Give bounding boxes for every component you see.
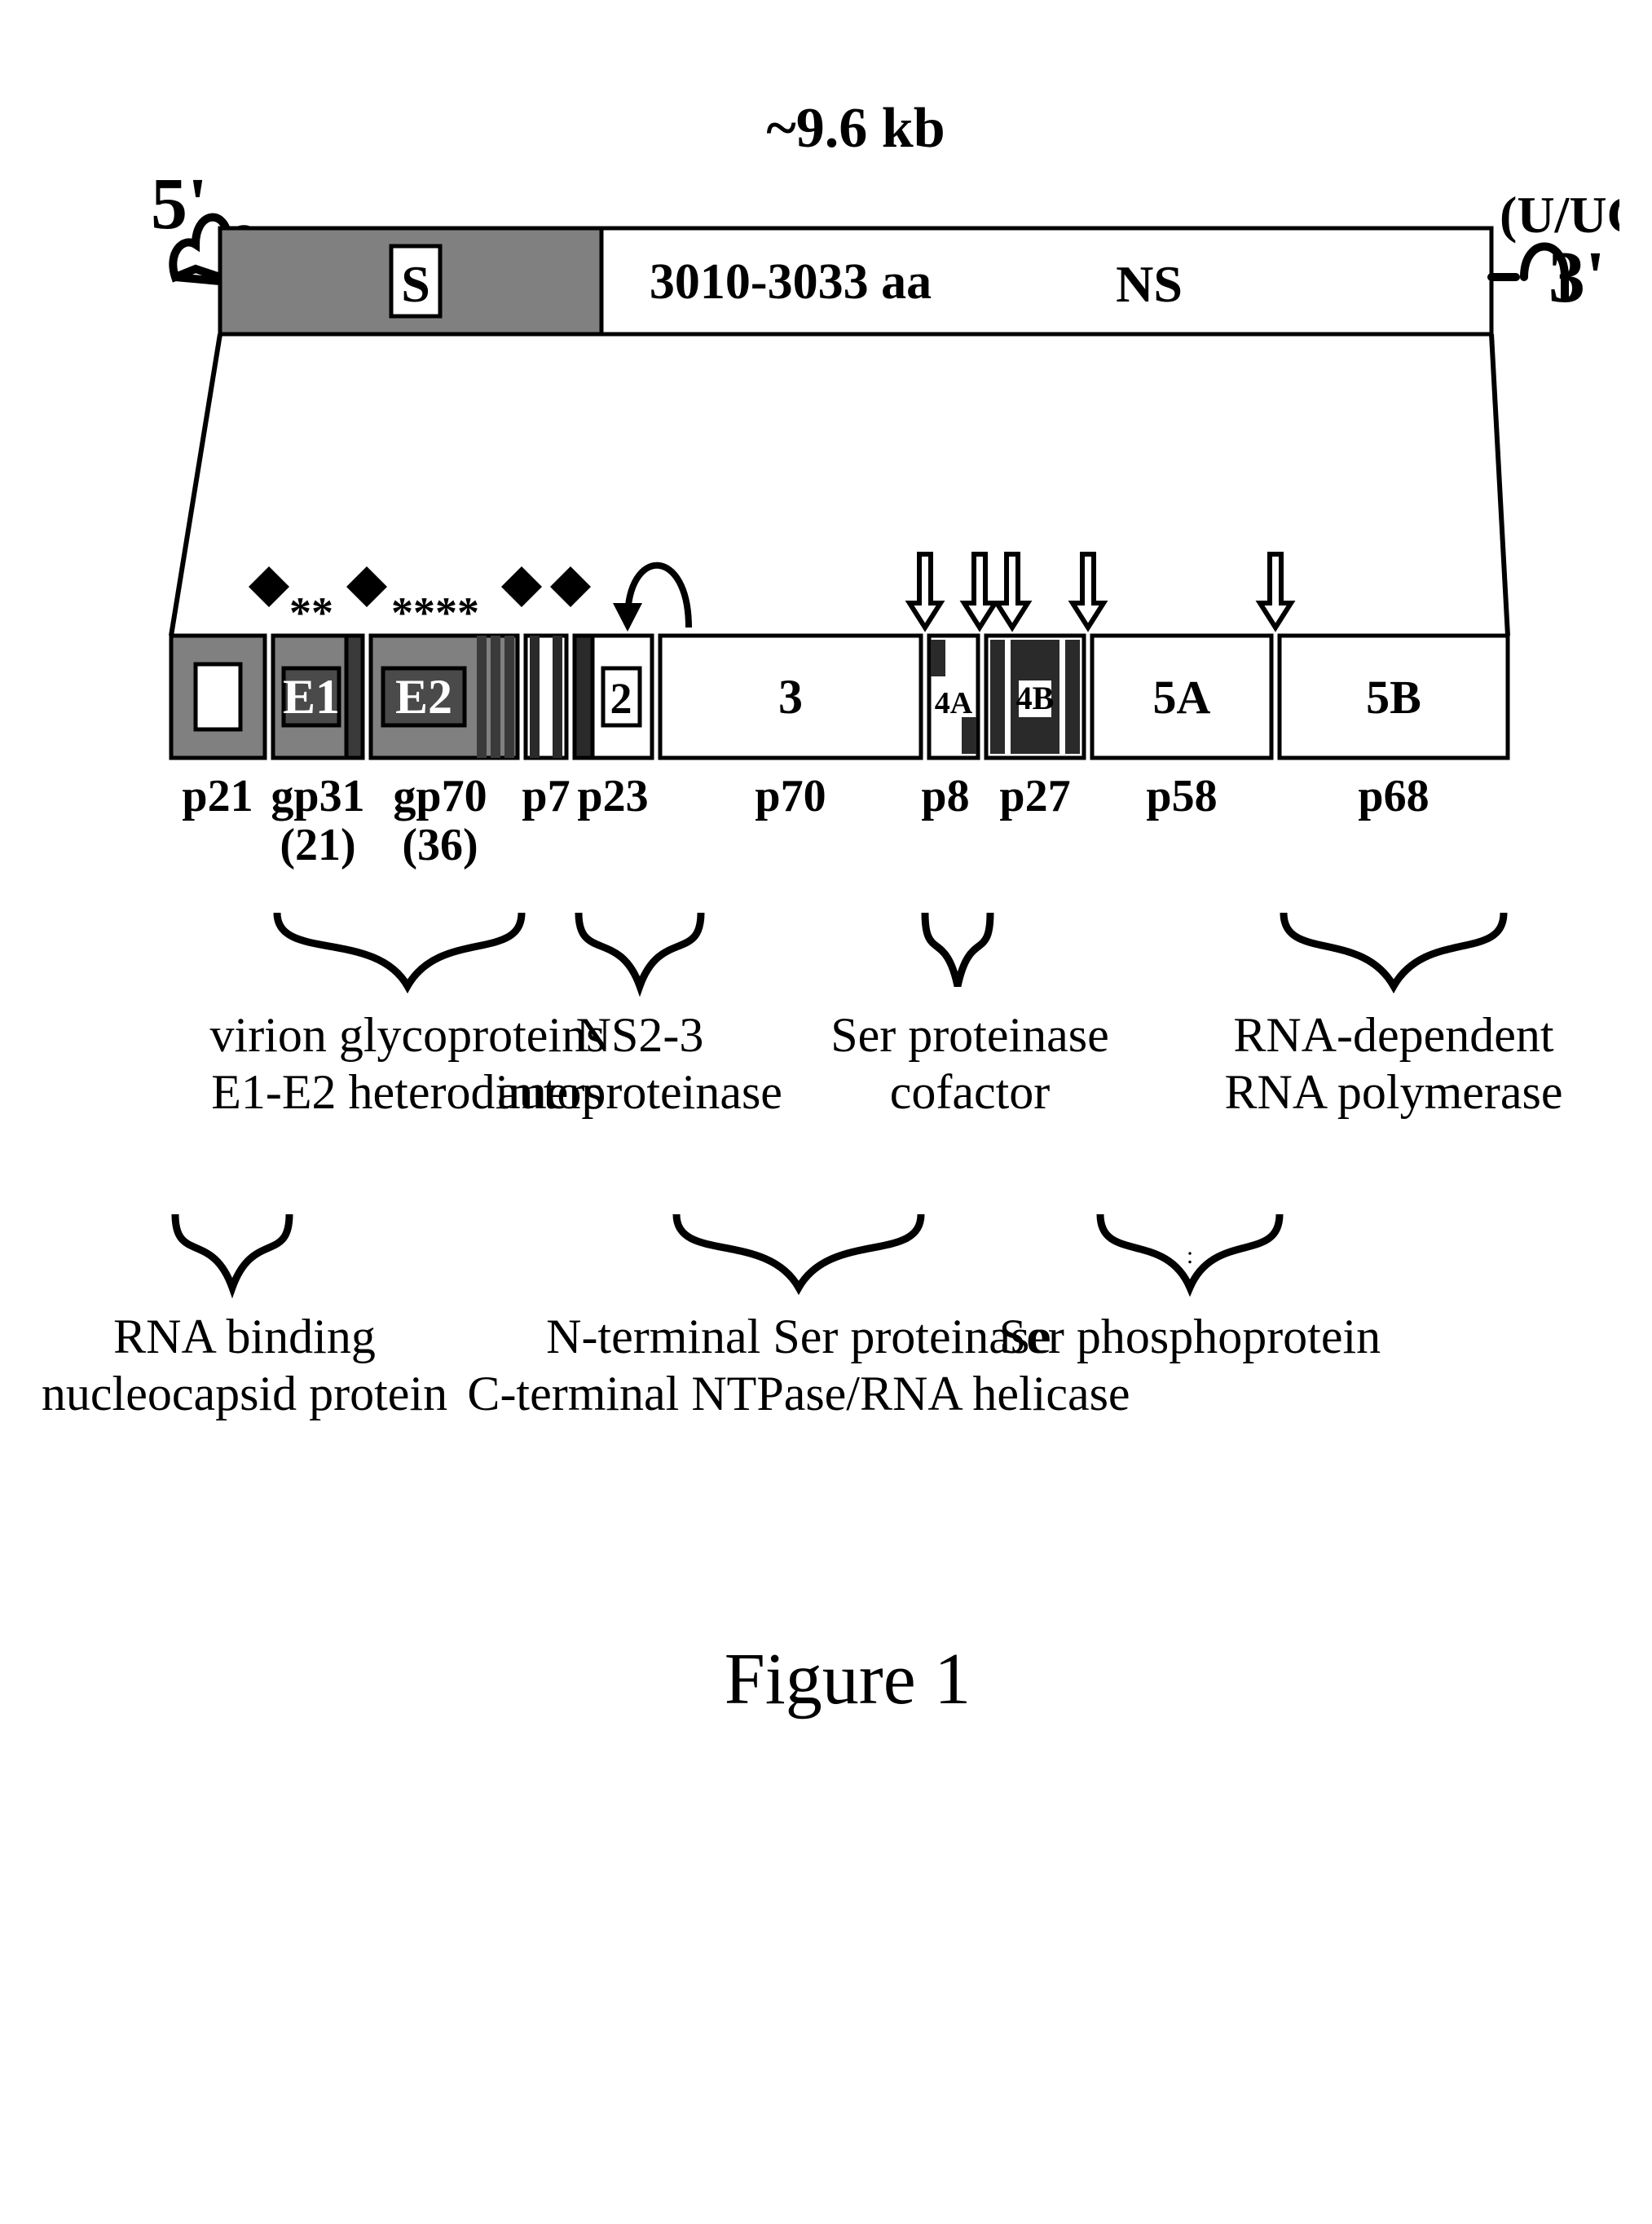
svg-text:nucleocapsid protein: nucleocapsid protein xyxy=(42,1367,447,1420)
glyco-stars: ** **** xyxy=(289,588,479,637)
protein-e2: E2 xyxy=(371,636,518,758)
svg-text:autoproteinase: autoproteinase xyxy=(497,1065,782,1119)
genome-diagram-svg: ~9.6 kb 5' 3' S NS 3010-3033 aa (U/UC) *… xyxy=(33,33,1619,2191)
svg-text:4B: 4B xyxy=(1016,680,1055,716)
protein-c: C xyxy=(171,636,265,758)
open-arrow-icon xyxy=(1260,554,1291,628)
brace-icon xyxy=(925,913,990,986)
svg-text:C-terminal NTPase/RNA helicase: C-terminal NTPase/RNA helicase xyxy=(467,1367,1130,1420)
svg-text:gp31: gp31 xyxy=(271,771,364,821)
ns3-cleavage-arrows xyxy=(910,554,1291,628)
function-row-2: RNA binding nucleocapsid protein N-termi… xyxy=(42,1214,1381,1420)
svg-text:p8: p8 xyxy=(921,771,969,821)
diamond-icon xyxy=(346,566,387,607)
brace-icon xyxy=(277,913,522,986)
ns-label: NS xyxy=(1116,255,1183,313)
svg-text:2: 2 xyxy=(610,674,632,723)
brace-icon xyxy=(1284,913,1504,986)
protein-ns4b: 4B xyxy=(986,636,1084,758)
svg-text:cofactor: cofactor xyxy=(890,1065,1051,1119)
diamond-icon xyxy=(550,566,591,607)
protein-p7 xyxy=(526,636,566,758)
svg-text:p58: p58 xyxy=(1146,771,1217,821)
svg-text:4A: 4A xyxy=(935,686,973,720)
svg-text:gp70: gp70 xyxy=(393,771,487,821)
svg-text:RNA-dependent: RNA-dependent xyxy=(1233,1008,1554,1062)
svg-text:Ser proteinase: Ser proteinase xyxy=(830,1008,1109,1062)
figure-title: Figure 1 xyxy=(725,1639,971,1720)
open-arrow-icon xyxy=(1073,554,1104,628)
svg-text:C: C xyxy=(201,676,234,726)
svg-text:p27: p27 xyxy=(999,771,1070,821)
svg-text::: : xyxy=(1187,1242,1193,1269)
brace-icon xyxy=(175,1214,289,1288)
protein-ns5b: 5B xyxy=(1280,636,1508,758)
open-arrow-icon xyxy=(910,554,941,628)
diamond-icon xyxy=(249,566,289,607)
star-icon: **** xyxy=(391,588,479,637)
function-row-1: virion glycoproteins E1-E2 heterodimers … xyxy=(210,913,1563,1119)
genome-bar: S NS 3010-3033 aa xyxy=(220,228,1491,334)
svg-text:E1: E1 xyxy=(283,670,340,724)
svg-text:p21: p21 xyxy=(182,771,253,821)
svg-text:p70: p70 xyxy=(755,771,826,821)
diamond-icon xyxy=(501,566,542,607)
svg-text:RNA binding: RNA binding xyxy=(113,1310,376,1363)
svg-text:p7: p7 xyxy=(522,771,570,821)
expand-line-left xyxy=(171,334,220,636)
svg-text:p23: p23 xyxy=(577,771,648,821)
protein-ns2: 2 xyxy=(575,636,652,758)
protein-ns3: 3 xyxy=(660,636,921,758)
svg-text:RNA polymerase: RNA polymerase xyxy=(1225,1065,1563,1119)
expand-line-right xyxy=(1491,334,1508,636)
protein-ns4a: 4A xyxy=(929,636,978,758)
aa-count-label: 3010-3033 aa xyxy=(650,254,932,310)
figure-1-container: ~9.6 kb 5' 3' S NS 3010-3033 aa (U/UC) *… xyxy=(33,33,1619,2191)
svg-text:Ser phosphoprotein: Ser phosphoprotein xyxy=(999,1310,1381,1363)
svg-text:NS2-3: NS2-3 xyxy=(576,1008,704,1062)
open-arrow-icon xyxy=(997,554,1028,628)
svg-text:(21): (21) xyxy=(280,820,355,870)
open-arrow-icon xyxy=(964,554,995,628)
polyu-label: (U/UC) xyxy=(1500,186,1619,244)
star-icon: ** xyxy=(289,588,333,637)
protein-ns5a: 5A xyxy=(1092,636,1271,758)
svg-text:3: 3 xyxy=(778,670,803,724)
svg-text:5A: 5A xyxy=(1153,671,1211,724)
protein-row: C E1 E2 2 xyxy=(171,636,1508,758)
brace-icon xyxy=(579,913,701,986)
s-label: S xyxy=(401,255,430,313)
brace-icon xyxy=(676,1214,921,1288)
svg-text:p68: p68 xyxy=(1358,771,1429,821)
mass-labels: p21 gp31 (21) gp70 (36) p7 p23 p70 p8 p2… xyxy=(182,771,1429,870)
svg-text:5B: 5B xyxy=(1366,671,1421,724)
svg-text:E2: E2 xyxy=(395,670,452,724)
svg-text:virion glycoproteins: virion glycoproteins xyxy=(210,1008,606,1062)
protein-e1: E1 xyxy=(273,636,363,758)
autocleavage-arrow-icon xyxy=(613,566,689,632)
genome-size-label: ~9.6 kb xyxy=(766,97,945,160)
svg-text:(36): (36) xyxy=(402,820,478,870)
svg-text:N-terminal Ser proteinase: N-terminal Ser proteinase xyxy=(546,1310,1051,1363)
